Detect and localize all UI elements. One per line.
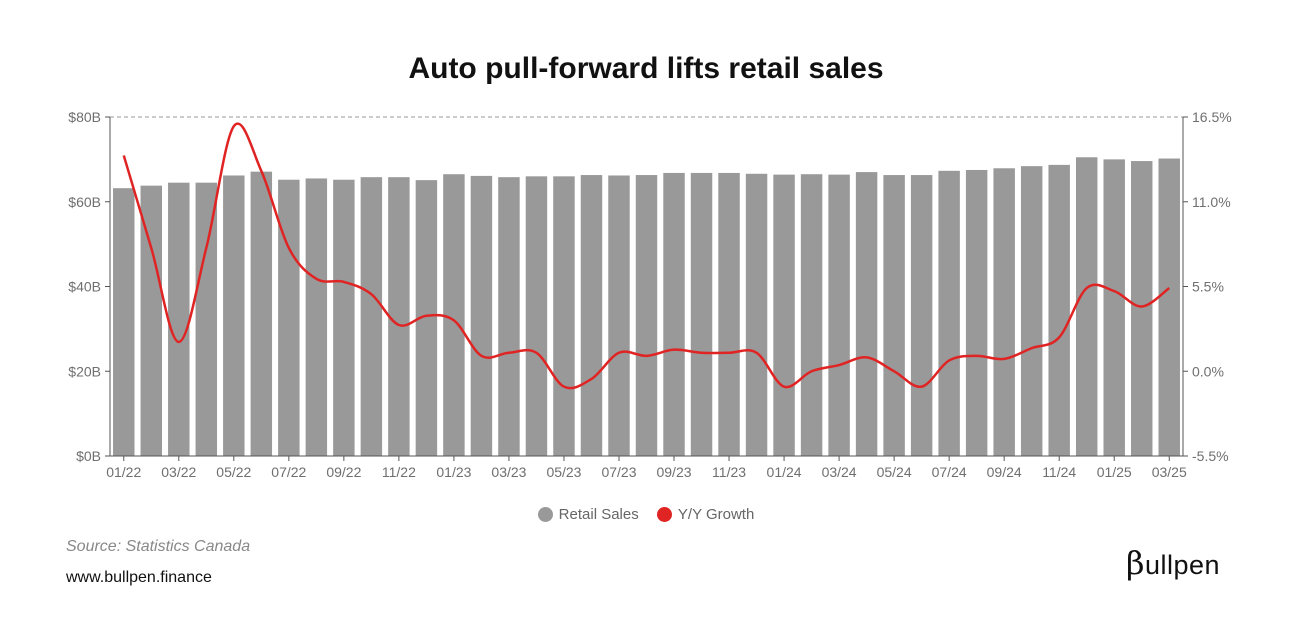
x-tick-label: 01/22	[106, 464, 141, 480]
left-tick-label: $60B	[68, 194, 101, 210]
x-tick-label: 03/24	[822, 464, 857, 480]
bar-02-25	[1131, 161, 1153, 456]
bar-12-22	[415, 180, 438, 456]
bars-layer	[113, 157, 1180, 457]
source-note: Source: Statistics Canada	[66, 538, 251, 555]
bar-04-24	[855, 172, 878, 456]
bar-08-24	[965, 169, 988, 456]
x-tick-label: 07/23	[601, 464, 636, 480]
bar-06-24	[910, 175, 933, 457]
right-tick-label: 5.5%	[1192, 279, 1224, 295]
x-tick-label: 11/22	[382, 464, 416, 480]
bar-01-23	[443, 174, 465, 456]
x-tick-label: 09/23	[656, 464, 691, 480]
legend-dot-retail-sales	[537, 507, 553, 522]
x-tick-label: 03/23	[491, 464, 526, 480]
x-tick-label: 09/24	[987, 464, 1022, 480]
logo-beta: β	[1126, 544, 1145, 582]
website-link[interactable]: www.bullpen.finance	[66, 569, 212, 586]
bar-09-22	[333, 179, 355, 456]
chart-title: Auto pull-forward lifts retail sales	[408, 52, 884, 85]
bar-05-23	[553, 176, 575, 456]
x-tick-label: 09/22	[326, 464, 361, 480]
legend-dot-yy-growth	[656, 507, 672, 522]
legend-label-retail-sales: Retail Sales	[558, 506, 639, 523]
bar-10-23	[690, 172, 713, 456]
x-tick-label: 03/25	[1152, 464, 1187, 480]
bar-01-25	[1103, 159, 1125, 457]
bar-05-22	[223, 175, 245, 457]
x-tick-label: 01/25	[1097, 464, 1132, 480]
yy-growth-line	[122, 122, 1170, 390]
bar-02-23	[470, 175, 493, 456]
bar-03-22	[168, 182, 190, 456]
bar-10-22	[360, 177, 383, 457]
logo-text: ullpen	[1145, 550, 1221, 580]
x-tick-label: 03/22	[161, 464, 196, 480]
bar-03-24	[828, 174, 850, 456]
bar-11-22	[388, 177, 410, 457]
bar-11-23	[718, 172, 740, 456]
right-tick-label: 0.0%	[1192, 363, 1224, 379]
x-tick-label: 07/22	[271, 464, 306, 480]
line-layer	[122, 122, 1170, 390]
left-tick-label: $80B	[68, 109, 101, 125]
bar-12-23	[745, 173, 768, 456]
x-tick-label: 11/23	[712, 464, 746, 480]
bullpen-logo: βullpen	[1126, 544, 1220, 582]
left-tick-label: $20B	[68, 363, 101, 379]
legend-label-yy-growth: Y/Y Growth	[677, 506, 755, 523]
bar-04-23	[525, 176, 548, 456]
x-tick-label: 05/23	[546, 464, 581, 480]
bar-05-24	[883, 175, 905, 457]
bar-07-23	[608, 175, 630, 457]
x-tick-label: 05/22	[216, 464, 251, 480]
bar-09-23	[663, 172, 685, 456]
legend-item-yy-growth[interactable]: Y/Y Growth	[656, 506, 755, 523]
x-tick-label: 07/24	[932, 464, 967, 480]
bar-11-24	[1048, 164, 1070, 456]
right-tick-label: 11.0%	[1192, 194, 1231, 210]
bar-03-23	[498, 177, 520, 457]
right-tick-label: -5.5%	[1192, 448, 1229, 464]
bar-06-22	[250, 171, 273, 456]
bar-08-22	[305, 178, 328, 456]
bar-01-24	[773, 174, 795, 456]
bar-02-22	[140, 185, 162, 456]
bar-07-22	[278, 179, 300, 456]
x-tick-label: 11/24	[1042, 464, 1076, 480]
bar-06-23	[580, 175, 603, 457]
right-tick-label: 16.5%	[1192, 109, 1232, 125]
bar-04-22	[195, 182, 218, 456]
axes-layer: $0B $20B $40B $60B $80B -5.5% 0.0% 5.5% 11.0% 16.…	[68, 109, 1231, 480]
bar-12-24	[1075, 157, 1098, 456]
legend-item-retail-sales[interactable]: Retail Sales	[537, 506, 639, 523]
bar-10-24	[1020, 166, 1043, 456]
bar-03-25	[1158, 158, 1180, 456]
x-tick-label: 01/24	[767, 464, 802, 480]
bar-09-24	[993, 168, 1015, 456]
bar-07-24	[938, 170, 960, 456]
x-tick-label: 05/24	[877, 464, 912, 480]
left-tick-label: $0B	[76, 448, 101, 464]
bar-01-22	[113, 188, 135, 456]
chart-area: $0B $20B $40B $60B $80B -5.5% 0.0% 5.5% 11.0% 16.…	[68, 109, 1231, 480]
x-tick-label: 01/23	[436, 464, 471, 480]
bar-08-23	[635, 175, 658, 457]
left-tick-label: $40B	[68, 279, 101, 295]
legend: Retail Sales Y/Y Growth	[0, 506, 1292, 526]
bar-02-24	[800, 174, 823, 456]
